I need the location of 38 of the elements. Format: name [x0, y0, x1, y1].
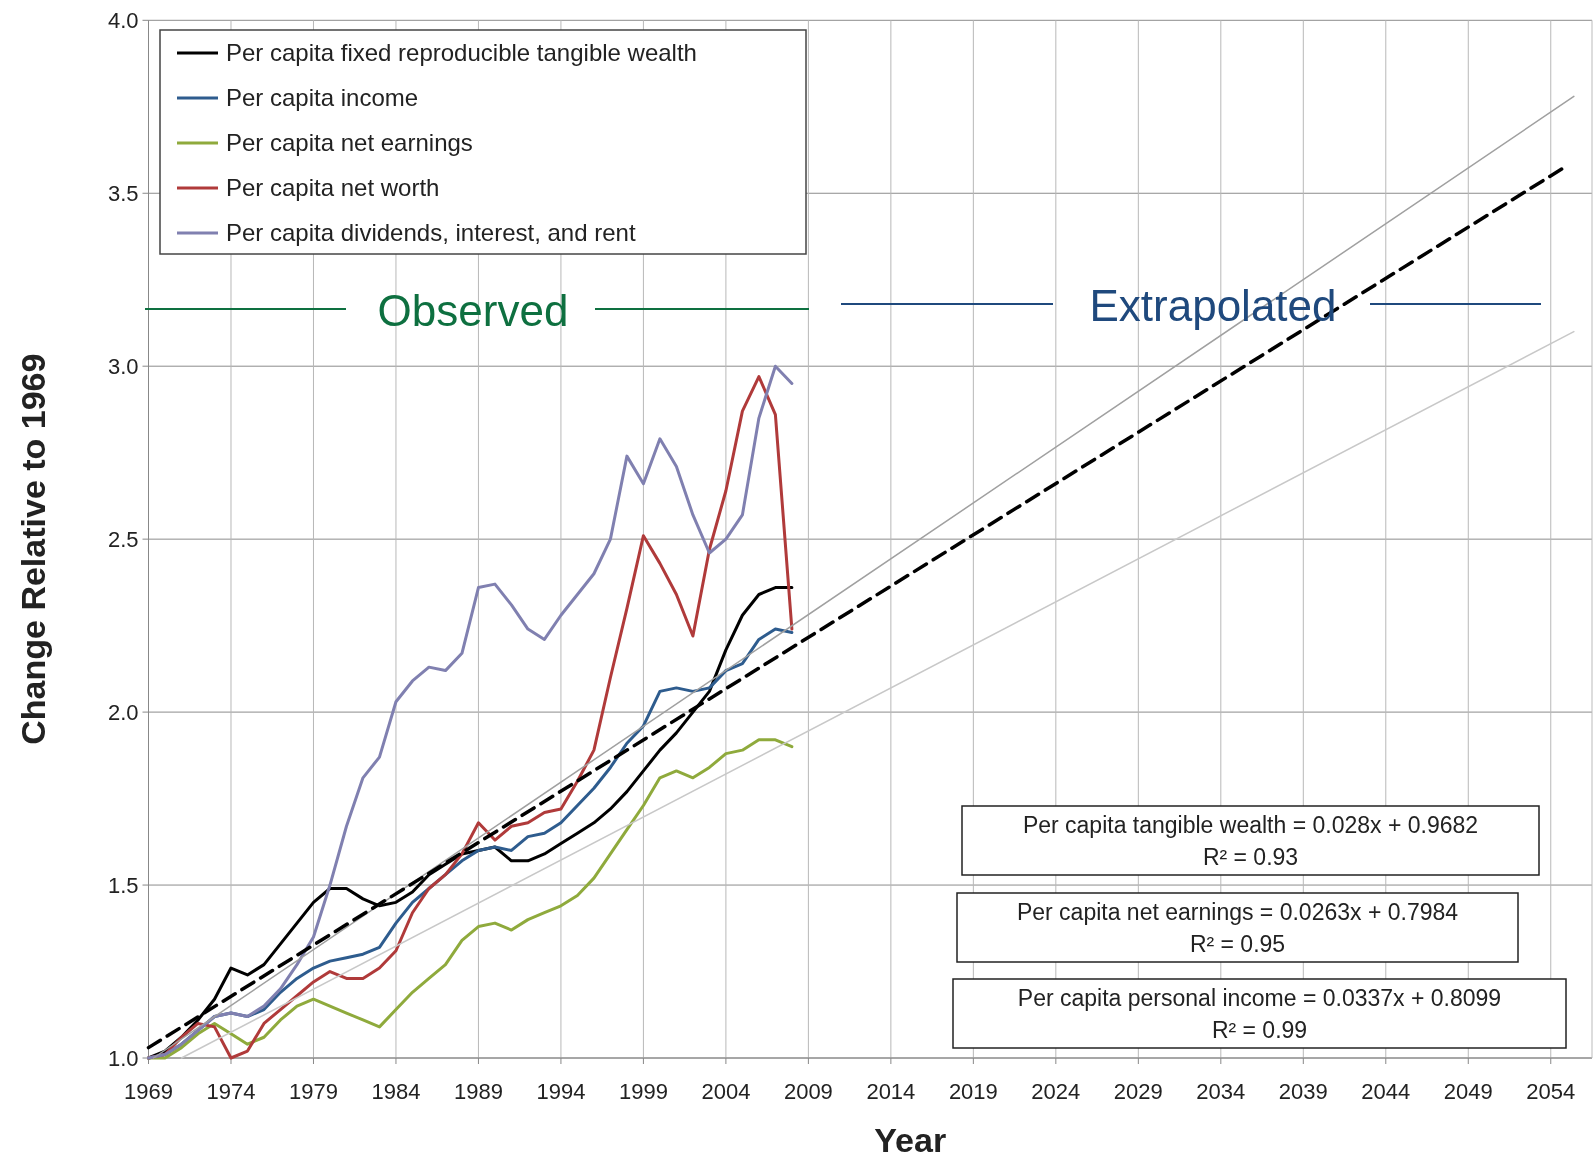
x-tick-label: 2044: [1361, 1079, 1411, 1104]
x-tick-label: 1984: [371, 1079, 421, 1104]
y-tick-label: 3.0: [107, 354, 139, 380]
x-tick-label: 2019: [948, 1079, 998, 1104]
x-tick-label: 2024: [1031, 1079, 1081, 1104]
x-tick-label: 2049: [1443, 1079, 1493, 1104]
y-tick-label: 4.0: [107, 8, 139, 34]
annotation: Per capita net earnings = 0.0263x + 0.7984 R² = 0.95: [1016, 899, 1459, 957]
x-tick-label: 2004: [701, 1079, 751, 1104]
annotation: Per capita tangible wealth = 0.028x + 0.9682 R² = 0.93: [1022, 812, 1479, 870]
x-tick-label: 1994: [536, 1079, 586, 1104]
annotation: Extrapolated: [1089, 281, 1337, 330]
legend-label: Per capita net worth: [226, 174, 440, 201]
x-tick-label: 2054: [1526, 1079, 1576, 1104]
legend-label: Per capita dividends, interest, and rent: [226, 219, 636, 246]
y-tick-label: 1.0: [107, 1046, 139, 1071]
legend-label: Per capita net earnings: [226, 129, 473, 156]
y-tick-label: 2.0: [107, 700, 139, 726]
x-tick-label: 1969: [124, 1079, 173, 1104]
annotation: Per capita personal income = 0.0337x + 0.8099 R² = 0.99: [1017, 985, 1502, 1043]
x-tick-label: 2034: [1196, 1079, 1246, 1104]
x-tick-label: 2029: [1113, 1079, 1163, 1104]
x-tick-label: 1974: [206, 1079, 256, 1104]
legend-label: Per capita income: [226, 84, 419, 111]
annotation: Observed: [377, 286, 569, 335]
legend-label: Per capita fixed reproducible tangible wealth: [226, 39, 697, 66]
x-tick-label: 2014: [866, 1079, 916, 1104]
x-axis-title: Year: [874, 1121, 947, 1158]
x-tick-label: 1989: [453, 1079, 503, 1104]
x-tick-label: 1999: [618, 1079, 668, 1104]
y-tick-label: 1.5: [107, 873, 139, 899]
y-tick-label: 3.5: [107, 181, 139, 207]
x-tick-label: 2009: [783, 1079, 833, 1104]
line-series: [147, 738, 794, 1060]
y-tick-label: 2.5: [107, 527, 139, 553]
x-tick-label: 1979: [288, 1079, 338, 1104]
y-axis-title: Change Relative to 1969: [14, 353, 52, 745]
x-tick-label: 2039: [1278, 1079, 1328, 1104]
